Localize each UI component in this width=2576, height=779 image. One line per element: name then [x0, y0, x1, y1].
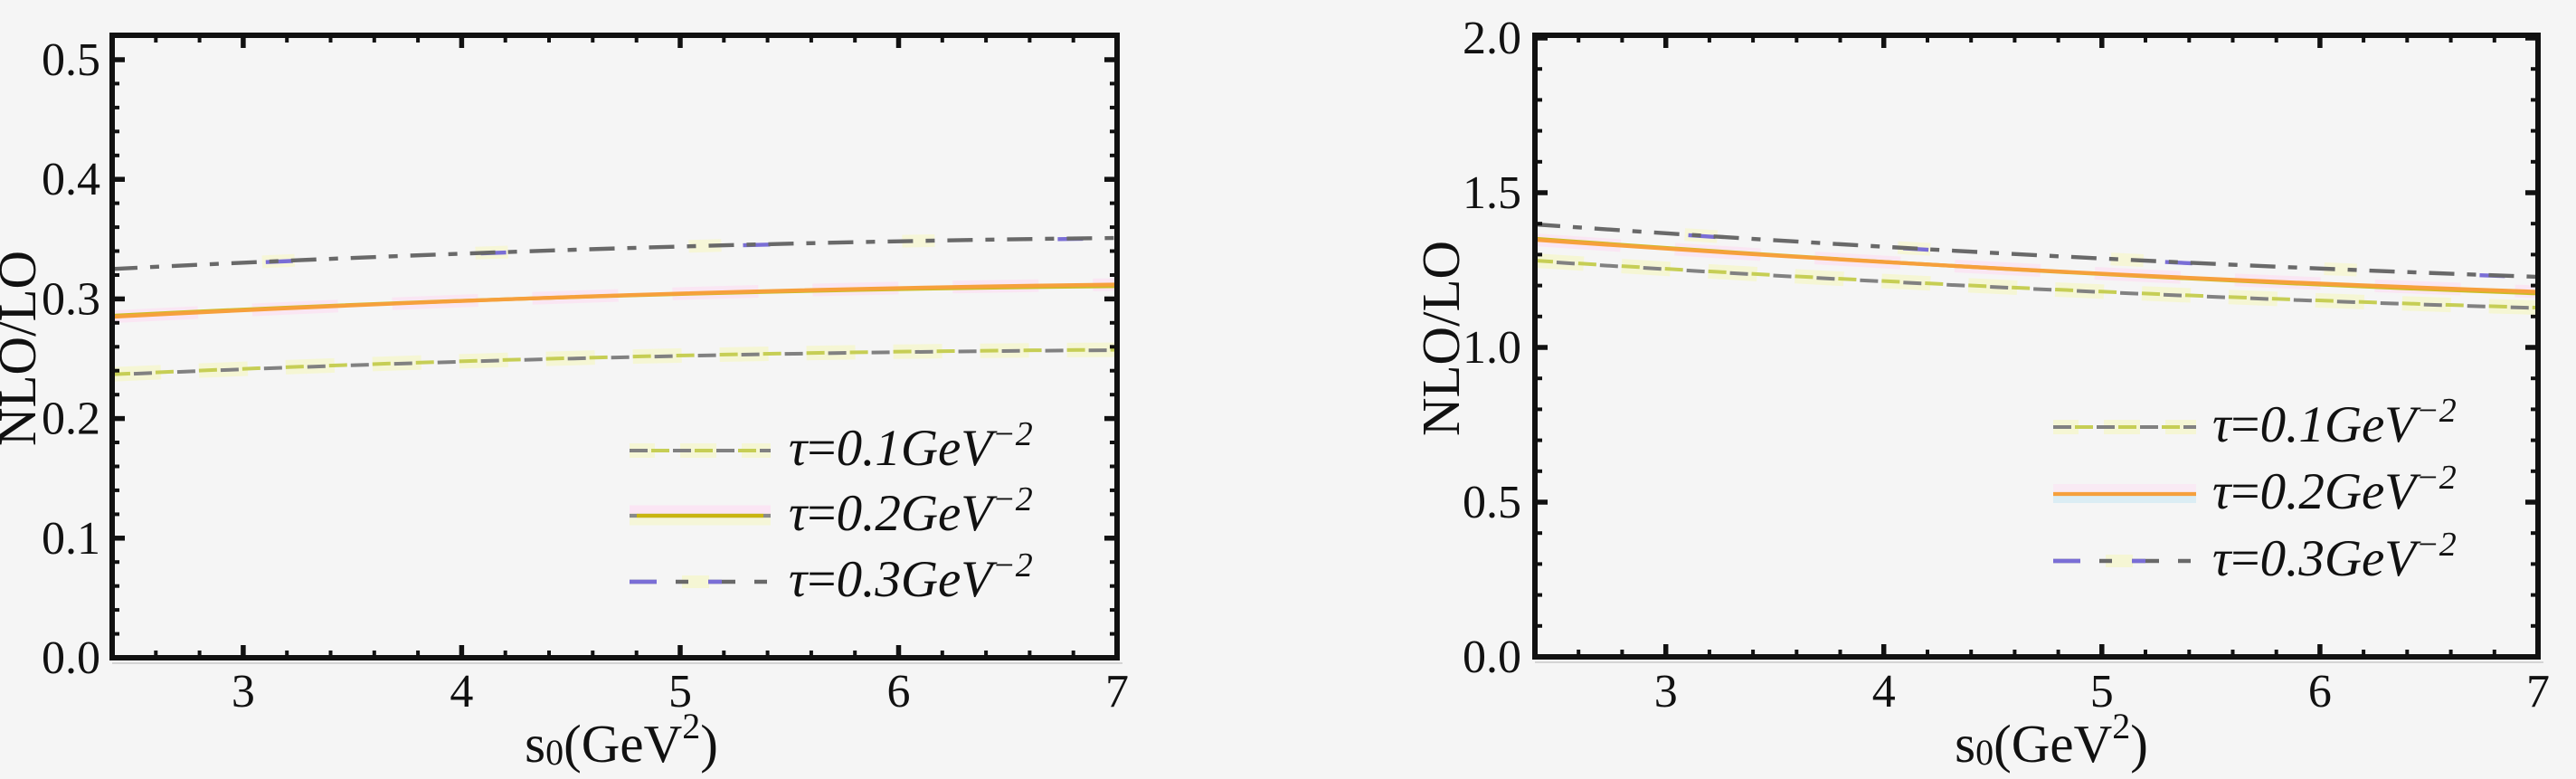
svg-text:τ=0.2GeV−2: τ=0.2GeV−2 — [2212, 459, 2457, 520]
svg-text:τ=0.1GeV−2: τ=0.1GeV−2 — [2212, 392, 2457, 453]
svg-text:7: 7 — [1105, 666, 1129, 717]
svg-text:0.0: 0.0 — [42, 632, 100, 684]
svg-text:0.1: 0.1 — [42, 513, 100, 565]
svg-text:2.0: 2.0 — [1463, 13, 1521, 64]
svg-text:0.4: 0.4 — [42, 154, 100, 205]
svg-text:τ=0.3GeV−2: τ=0.3GeV−2 — [2212, 526, 2457, 587]
svg-text:τ=0.1GeV−2: τ=0.1GeV−2 — [789, 415, 1033, 477]
svg-text:0.5: 0.5 — [42, 34, 100, 86]
svg-text:0.5: 0.5 — [1463, 477, 1521, 528]
svg-text:NLO/LO: NLO/LO — [0, 251, 47, 446]
svg-text:s0(GeV2): s0(GeV2) — [1955, 706, 2148, 774]
svg-text:0.3: 0.3 — [42, 273, 100, 325]
svg-text:4: 4 — [450, 666, 473, 717]
svg-text:0.0: 0.0 — [1463, 632, 1521, 683]
svg-text:3: 3 — [232, 666, 255, 717]
svg-text:1.5: 1.5 — [1463, 167, 1521, 219]
svg-text:7: 7 — [2526, 666, 2550, 717]
svg-text:τ=0.2GeV−2: τ=0.2GeV−2 — [789, 480, 1033, 542]
svg-text:1.0: 1.0 — [1463, 322, 1521, 374]
svg-text:5: 5 — [2090, 666, 2114, 717]
svg-text:4: 4 — [1872, 666, 1896, 717]
svg-text:6: 6 — [887, 666, 911, 717]
svg-text:τ=0.3GeV−2: τ=0.3GeV−2 — [789, 546, 1033, 608]
svg-text:5: 5 — [668, 666, 692, 717]
svg-text:s0(GeV2): s0(GeV2) — [525, 706, 718, 774]
svg-text:6: 6 — [2308, 666, 2332, 717]
svg-text:NLO/LO: NLO/LO — [1411, 241, 1471, 436]
svg-text:0.2: 0.2 — [42, 394, 100, 445]
svg-text:3: 3 — [1654, 666, 1678, 717]
